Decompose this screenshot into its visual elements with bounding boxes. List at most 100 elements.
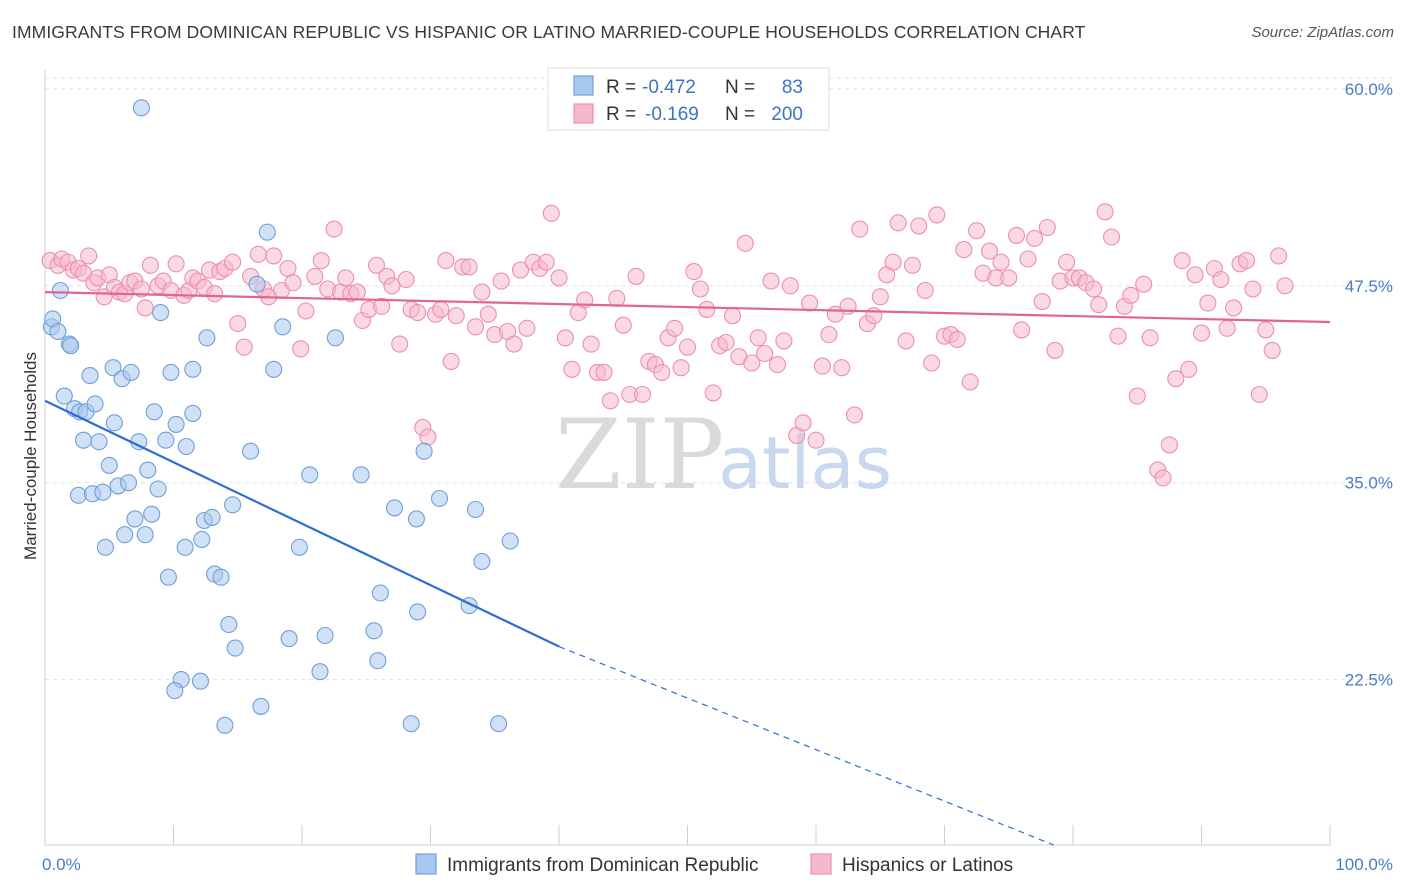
point-dominican: [430, 489, 449, 508]
point-hispanics: [845, 406, 864, 424]
point-hispanics: [1225, 299, 1243, 317]
point-hispanics: [884, 253, 902, 271]
watermark-zip: ZIP: [555, 399, 724, 511]
point-hispanics: [479, 305, 497, 323]
point-hispanics: [910, 217, 928, 235]
point-hispanics: [1276, 277, 1294, 295]
point-hispanics: [1046, 341, 1064, 359]
point-hispanics: [473, 283, 491, 301]
point-hispanics: [704, 384, 722, 402]
point-hispanics: [601, 392, 619, 410]
y-tick-label: 35.0%: [1345, 474, 1393, 493]
point-dominican: [191, 672, 210, 690]
legend-swatch-hispanics: [810, 853, 832, 875]
point-hispanics: [1019, 250, 1037, 268]
point-dominican: [55, 387, 73, 405]
point-hispanics: [167, 255, 185, 273]
point-dominican: [104, 359, 122, 377]
point-hispanics: [136, 299, 154, 317]
point-dominican: [157, 431, 175, 449]
point-dominican: [167, 415, 185, 433]
point-hispanics: [447, 307, 465, 325]
trendline-dominican: [44, 399, 560, 648]
point-hispanics: [672, 359, 690, 377]
point-hispanics: [437, 252, 455, 270]
point-dominican: [301, 466, 319, 484]
point-hispanics: [582, 335, 600, 353]
stats-n-value-blue: 83: [782, 77, 803, 98]
trendline-dominican-extension: [558, 645, 1054, 846]
point-hispanics: [865, 307, 883, 325]
point-hispanics: [820, 326, 838, 344]
point-hispanics: [141, 256, 159, 274]
point-dominican: [407, 510, 425, 528]
stats-r-value-blue: -0.472: [642, 77, 696, 98]
y-tick-label: 60.0%: [1345, 80, 1393, 99]
stats-legend-swatch-blue: [573, 75, 594, 96]
point-hispanics: [743, 354, 761, 372]
point-hispanics: [1007, 226, 1026, 244]
point-hispanics: [1085, 280, 1103, 298]
stats-legend: R = -0.472 N = 83 R = -0.169 N = 200: [547, 67, 830, 131]
point-dominican: [119, 474, 138, 492]
stats-r-label-blue: R =: [606, 77, 636, 98]
point-dominican: [224, 496, 242, 514]
point-hispanics: [383, 277, 401, 295]
point-dominican: [193, 530, 211, 548]
trendline-hispanics: [44, 291, 1331, 324]
point-dominican: [86, 395, 104, 413]
point-hispanics: [337, 269, 355, 287]
point-hispanics: [807, 431, 825, 449]
point-dominican: [74, 431, 93, 449]
point-dominican: [466, 500, 485, 519]
point-dominican: [116, 526, 134, 544]
point-hispanics: [608, 289, 626, 307]
point-hispanics: [749, 329, 767, 347]
point-hispanics: [1192, 324, 1211, 342]
point-hispanics: [1173, 252, 1191, 270]
point-dominican: [274, 318, 292, 336]
point-hispanics: [1090, 296, 1108, 314]
point-hispanics: [717, 333, 735, 352]
x-tick-label-max: 100.0%: [1335, 855, 1393, 874]
point-dominican: [51, 281, 69, 300]
point-hispanics: [505, 335, 523, 353]
point-hispanics: [367, 256, 386, 274]
point-hispanics: [1109, 327, 1127, 345]
point-hispanics: [1237, 252, 1256, 270]
point-dominican: [248, 275, 266, 293]
point-hispanics: [633, 385, 652, 404]
legend-swatch-dominican: [415, 853, 437, 875]
point-hispanics: [1263, 341, 1281, 359]
point-hispanics: [1135, 275, 1153, 293]
point-hispanics: [955, 241, 973, 259]
point-hispanics: [756, 344, 774, 363]
point-dominican: [132, 99, 150, 117]
point-hispanics: [229, 315, 247, 333]
point-hispanics: [235, 338, 253, 356]
point-hispanics: [698, 300, 716, 318]
point-hispanics: [916, 281, 934, 300]
point-hispanics: [284, 274, 302, 292]
point-dominican: [81, 367, 99, 385]
point-hispanics: [1025, 229, 1044, 248]
point-dominican: [162, 363, 180, 381]
point-hispanics: [871, 288, 889, 306]
point-hispanics: [614, 316, 632, 334]
point-hispanics: [653, 363, 671, 381]
point-hispanics: [1096, 203, 1114, 221]
point-hispanics: [903, 256, 921, 274]
point-dominican: [90, 433, 108, 451]
point-hispanics: [948, 330, 966, 348]
point-hispanics: [666, 319, 684, 337]
point-hispanics: [206, 285, 224, 303]
point-dominican: [145, 403, 163, 421]
point-hispanics: [691, 280, 709, 298]
point-dominican: [226, 639, 244, 657]
chart-source: Source: ZipAtlas.com: [1251, 24, 1394, 41]
point-hispanics: [419, 428, 437, 446]
point-hispanics: [928, 206, 946, 224]
series-dominican-points: [42, 99, 519, 734]
point-hispanics: [992, 253, 1010, 271]
point-hispanics: [556, 329, 574, 347]
